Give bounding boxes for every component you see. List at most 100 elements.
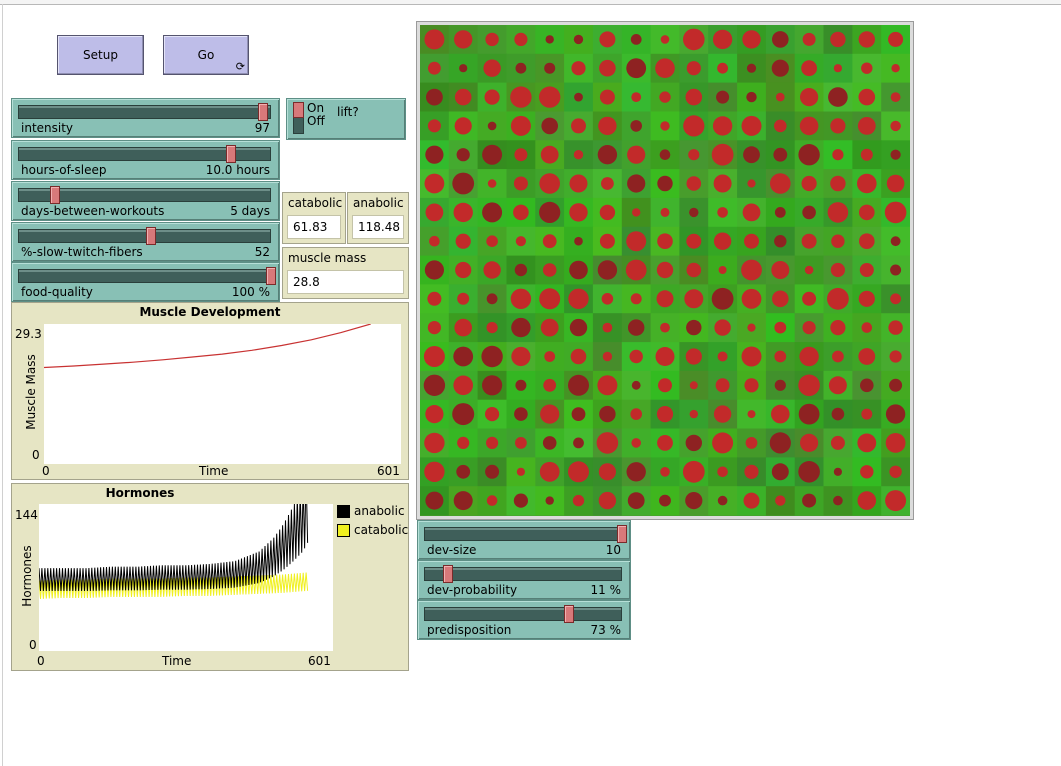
muscle-fiber	[683, 115, 705, 137]
slider-track[interactable]	[18, 186, 271, 204]
slider-knob[interactable]	[442, 565, 453, 583]
muscle-fiber	[774, 207, 786, 218]
anabolic-monitor: anabolic 118.48	[347, 192, 409, 244]
x-tick-max: 601	[377, 464, 400, 478]
lift-switch[interactable]: On Off lift?	[286, 98, 406, 140]
muscle-fiber	[630, 293, 642, 305]
slider-track[interactable]	[424, 525, 627, 543]
slider-track[interactable]	[18, 227, 271, 245]
muscle-fiber	[487, 179, 497, 188]
muscle-fiber	[598, 116, 617, 136]
slider-knob[interactable]	[564, 605, 575, 623]
legend-anabolic: anabolic	[337, 504, 405, 518]
muscle-fiber	[832, 149, 844, 161]
muscle-fiber	[427, 321, 441, 335]
muscle-fiber	[542, 234, 557, 249]
muscle-fiber	[457, 436, 470, 449]
days-between-workouts-slider[interactable]: days-between-workouts 5 days	[11, 181, 280, 221]
muscle-fiber	[424, 29, 445, 50]
muscle-fiber	[802, 291, 817, 306]
muscle-fiber	[423, 374, 446, 396]
muscle-fiber	[774, 119, 787, 133]
muscle-fiber	[860, 148, 873, 161]
muscle-fiber	[683, 28, 705, 51]
muscle-fiber	[597, 145, 618, 165]
muscle-fiber	[800, 88, 819, 107]
dev-size-slider[interactable]: dev-size 10	[417, 520, 631, 560]
muscle-fiber	[515, 437, 527, 449]
setup-button[interactable]: Setup	[57, 35, 144, 75]
world-grid[interactable]	[420, 25, 910, 516]
muscle-fiber	[544, 351, 556, 362]
slider-value: 10.0 hours	[205, 163, 270, 177]
slider-label: predisposition	[427, 623, 512, 637]
muscle-fiber	[455, 233, 471, 249]
muscle-fiber	[626, 462, 646, 482]
muscle-fiber	[602, 351, 613, 362]
slider-track[interactable]	[18, 267, 276, 285]
muscle-fiber	[775, 495, 786, 506]
legend-swatch	[337, 523, 350, 537]
muscle-fiber	[827, 287, 849, 310]
x-tick-max: 601	[308, 654, 331, 668]
world-view[interactable]	[416, 21, 914, 520]
lift-switch-knob[interactable]	[293, 102, 304, 118]
food-quality-slider[interactable]: food-quality 100 %	[11, 262, 280, 302]
muscle-fiber	[713, 405, 732, 423]
muscle-fiber	[798, 403, 820, 425]
muscle-fiber	[657, 233, 673, 249]
muscle-fiber	[625, 259, 647, 281]
slider-track[interactable]	[18, 103, 271, 121]
muscle-fiber	[830, 31, 846, 48]
slider-knob[interactable]	[266, 267, 276, 285]
muscle-fiber	[832, 350, 844, 363]
muscle-mass-value: 28.8	[287, 270, 404, 294]
muscle-fiber	[859, 204, 875, 221]
switch-on-label: On	[307, 101, 325, 115]
muscle-fiber	[427, 291, 442, 306]
muscle-fiber	[486, 293, 498, 305]
muscle-fiber	[599, 31, 616, 48]
muscle-fiber	[686, 233, 702, 249]
muscle-fiber	[772, 290, 789, 308]
muscle-fiber	[426, 88, 443, 106]
legend-label: catabolic	[354, 523, 409, 537]
muscle-fiber	[689, 207, 699, 218]
muscle-fiber	[485, 464, 500, 479]
slider-knob[interactable]	[50, 186, 61, 204]
muscle-fiber	[891, 64, 900, 73]
muscle-fiber	[747, 410, 756, 419]
anabolic-label: anabolic	[353, 196, 404, 210]
slider-track[interactable]	[18, 145, 271, 163]
slow-twitch-slider[interactable]: %-slow-twitch-fibers 52	[11, 222, 280, 262]
dev-probability-slider[interactable]: dev-probability 11 %	[417, 560, 631, 600]
muscle-fiber	[574, 92, 583, 102]
muscle-fiber	[718, 266, 727, 274]
muscle-fiber	[660, 121, 670, 131]
slider-knob[interactable]	[617, 525, 627, 543]
muscle-fiber	[539, 288, 561, 310]
muscle-fiber	[858, 31, 875, 48]
muscle-fiber	[483, 59, 501, 77]
slider-track[interactable]	[424, 565, 622, 583]
slider-knob[interactable]	[225, 145, 236, 163]
muscle-fiber	[799, 116, 819, 136]
muscle-fiber	[456, 148, 470, 162]
muscle-fiber	[454, 117, 472, 135]
hours-of-sleep-slider[interactable]: hours-of-sleep 10.0 hours	[11, 140, 280, 180]
muscle-fiber	[656, 290, 674, 308]
slider-track[interactable]	[424, 605, 622, 623]
muscle-fiber	[660, 35, 670, 44]
muscle-fiber	[570, 348, 587, 365]
muscle-fiber	[572, 494, 585, 507]
muscle-fiber	[890, 264, 902, 276]
slider-knob[interactable]	[145, 227, 156, 245]
muscle-fiber	[513, 204, 529, 221]
muscle-fiber	[799, 346, 819, 367]
intensity-slider[interactable]: intensity 97	[11, 98, 280, 138]
go-button[interactable]: Go ⟳	[163, 35, 249, 75]
muscle-fiber	[774, 235, 787, 248]
lift-switch-track[interactable]	[293, 102, 304, 134]
predisposition-slider[interactable]: predisposition 73 %	[417, 600, 631, 640]
slider-knob[interactable]	[258, 103, 269, 121]
